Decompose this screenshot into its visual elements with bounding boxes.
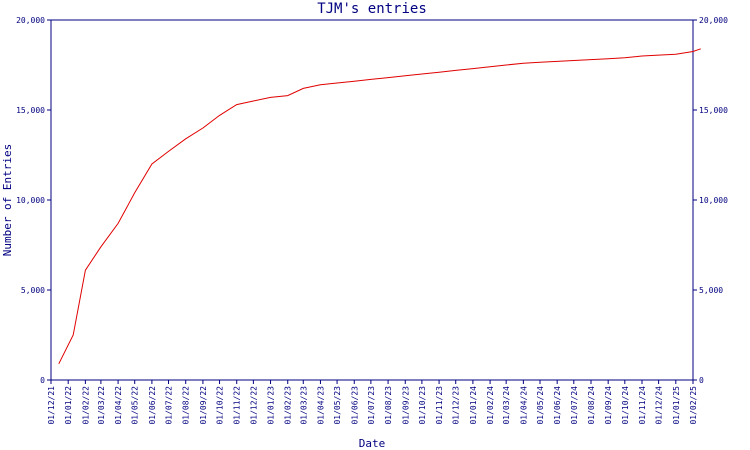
x-tick-label: 01/02/23 (284, 386, 293, 425)
y-tick-label-left: 5,000 (21, 286, 45, 295)
x-tick-label: 01/02/24 (486, 386, 495, 425)
x-tick-label: 01/05/22 (131, 386, 140, 425)
y-tick-label-right: 5,000 (699, 286, 723, 295)
x-tick-label: 01/09/23 (401, 386, 410, 425)
x-tick-label: 01/08/24 (587, 386, 596, 425)
x-tick-label: 01/07/24 (570, 386, 579, 425)
x-tick-label: 01/09/22 (199, 386, 208, 425)
x-tick-label: 01/12/24 (655, 386, 664, 425)
y-tick-label-left: 20,000 (16, 16, 45, 25)
x-tick-label: 01/09/24 (604, 386, 613, 425)
x-tick-label: 01/07/23 (367, 386, 376, 425)
y-tick-label-right: 20,000 (699, 16, 728, 25)
x-tick-label: 01/02/22 (81, 386, 90, 425)
x-tick-label: 01/08/22 (182, 386, 191, 425)
x-tick-label: 01/03/24 (502, 386, 511, 425)
y-tick-label-right: 10,000 (699, 196, 728, 205)
y-tick-label-left: 10,000 (16, 196, 45, 205)
x-tick-label: 01/01/25 (672, 386, 681, 425)
x-tick-label: 01/06/23 (350, 386, 359, 425)
x-tick-label: 01/06/24 (553, 386, 562, 425)
series-line (58, 48, 701, 365)
x-tick-label: 01/05/24 (536, 386, 545, 425)
y-ticks-right: 0 5,000 10,000 15,000 20,000 (693, 16, 728, 385)
x-tick-label: 01/03/23 (299, 386, 308, 425)
x-tick-label: 01/03/22 (97, 386, 106, 425)
x-tick-label: 01/05/23 (333, 386, 342, 425)
x-tick-label: 01/01/24 (469, 386, 478, 425)
x-tick-label: 01/12/23 (452, 386, 461, 425)
x-tick-label: 01/11/23 (435, 386, 444, 425)
x-tick-label: 01/12/21 (47, 386, 56, 425)
x-tick-label: 01/04/24 (519, 386, 528, 425)
x-tick-label: 01/12/22 (249, 386, 258, 425)
series-group (58, 48, 701, 365)
x-tick-label: 01/11/24 (638, 386, 647, 425)
x-tick-label: 01/04/23 (316, 386, 325, 425)
x-tick-label: 01/02/25 (689, 386, 698, 425)
x-axis-label: Date (359, 437, 386, 450)
x-ticks: 01/12/21 01/01/22 01/02/22 01/03/22 01/04/22… (47, 380, 698, 425)
y-axis-label: Number of Entries (1, 144, 14, 257)
y-tick-label-right: 15,000 (699, 106, 728, 115)
y-tick-label-left: 15,000 (16, 106, 45, 115)
x-tick-label: 01/04/22 (114, 386, 123, 425)
x-tick-label: 01/01/23 (267, 386, 276, 425)
y-tick-label-left: 0 (40, 376, 45, 385)
x-tick-label: 01/01/22 (64, 386, 73, 425)
x-tick-label: 01/10/23 (418, 386, 427, 425)
x-tick-label: 01/06/22 (148, 386, 157, 425)
x-tick-label: 01/07/22 (165, 386, 174, 425)
x-tick-label: 01/08/23 (384, 386, 393, 425)
y-tick-label-right: 0 (699, 376, 704, 385)
x-tick-label: 01/11/22 (233, 386, 242, 425)
x-tick-label: 01/10/22 (216, 386, 225, 425)
x-tick-label: 01/10/24 (621, 386, 630, 425)
y-ticks-left: 0 5,000 10,000 15,000 20,000 (16, 16, 51, 385)
plot-frame (50, 19, 694, 381)
chart-title: TJM's entries (317, 1, 427, 17)
